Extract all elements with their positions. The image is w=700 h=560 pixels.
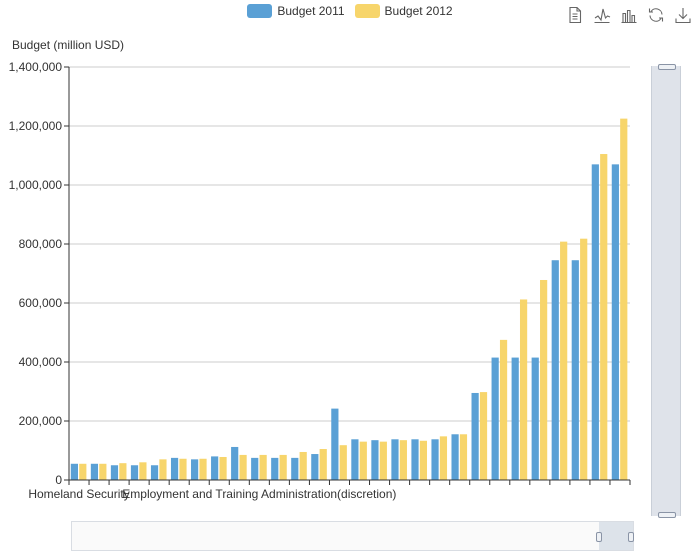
bar-2012 <box>159 459 167 480</box>
y-tick-label: 1,000,000 <box>9 178 63 192</box>
bar-2012 <box>299 451 307 480</box>
bar-2012 <box>319 449 327 480</box>
bar-2011 <box>90 463 99 480</box>
bar-2012 <box>519 299 528 480</box>
bar-2011 <box>331 408 339 480</box>
vertical-zoom-handle-top[interactable] <box>658 64 676 70</box>
bar-2012 <box>279 454 287 480</box>
y-tick-label: 1,200,000 <box>9 119 63 133</box>
bar-2012 <box>499 339 508 480</box>
x-category-label: Homeland Security <box>28 487 129 501</box>
bar-2012 <box>419 440 428 480</box>
bar-2011 <box>110 465 119 480</box>
legend-item-budget-2011[interactable]: Budget 2011 <box>247 4 345 18</box>
bar-2011 <box>431 439 439 480</box>
y-tick-label: 1,400,000 <box>9 60 63 74</box>
bar-2011 <box>391 439 399 480</box>
bar-2012 <box>620 118 628 480</box>
bar-2011 <box>351 439 359 480</box>
bar-2012 <box>119 463 127 480</box>
bar-2012 <box>339 445 347 480</box>
bar-2011 <box>491 357 499 480</box>
legend-swatch-2012 <box>354 4 380 18</box>
bar-2011 <box>411 439 419 480</box>
bar-2011 <box>191 459 199 480</box>
line-chart-icon[interactable] <box>593 6 611 24</box>
bar-2012 <box>139 462 147 480</box>
legend-item-budget-2012[interactable]: Budget 2012 <box>354 4 453 18</box>
bar-2011 <box>311 454 319 480</box>
bar-2012 <box>179 458 187 480</box>
legend: Budget 2011 Budget 2012 <box>0 4 700 18</box>
download-icon[interactable] <box>674 6 692 24</box>
zoom-preview-line <box>599 535 633 550</box>
bar-2012 <box>540 279 548 480</box>
bar-2011 <box>511 357 519 480</box>
bar-2011 <box>211 456 219 480</box>
horizontal-zoom-selection[interactable] <box>599 522 633 550</box>
bar-2012 <box>99 463 107 480</box>
bar-2011 <box>130 465 139 480</box>
bar-2012 <box>219 456 227 480</box>
bar-2012 <box>600 154 608 480</box>
bar-2012 <box>479 392 488 480</box>
horizontal-zoom-slider[interactable] <box>71 521 634 551</box>
data-view-icon[interactable] <box>566 6 584 24</box>
legend-label-2011: Budget 2011 <box>277 4 345 18</box>
bar-2012 <box>199 458 207 480</box>
bar-2012 <box>259 454 267 480</box>
bar-2011 <box>551 260 559 480</box>
vertical-zoom-slider[interactable] <box>651 64 681 518</box>
bar-2012 <box>399 440 407 480</box>
bar-2011 <box>231 446 239 480</box>
bar-2012 <box>239 454 247 480</box>
bar-2012 <box>560 241 568 480</box>
bar-2011 <box>371 440 379 480</box>
bar-2011 <box>170 457 179 480</box>
y-tick-label: 800,000 <box>19 237 63 251</box>
y-tick-label: 0 <box>55 473 62 487</box>
legend-swatch-2011 <box>247 4 273 18</box>
restore-icon[interactable] <box>647 6 665 24</box>
bar-2011 <box>271 457 279 480</box>
bar-2012 <box>359 441 367 480</box>
bar-2011 <box>571 260 579 480</box>
legend-label-2012: Budget 2012 <box>384 4 453 18</box>
y-axis-label: Budget (million USD) <box>12 38 125 52</box>
y-tick-label: 200,000 <box>19 414 63 428</box>
bar-2011 <box>611 164 619 480</box>
bar-2012 <box>379 441 387 480</box>
horizontal-zoom-handle-right[interactable] <box>628 532 634 542</box>
x-category-label: Employment and Training Administration(d… <box>122 487 396 501</box>
bar-2011 <box>70 463 78 480</box>
bar-2012 <box>79 463 87 480</box>
bar-2011 <box>451 434 459 480</box>
y-tick-label: 400,000 <box>19 355 63 369</box>
vertical-zoom-handle-bottom[interactable] <box>658 512 676 518</box>
bar-2011 <box>150 465 159 480</box>
bar-2011 <box>591 164 599 480</box>
bar-chart: 0 200,000 400,000 600,000 800,000 1,000,000 1,… <box>9 60 631 501</box>
bar-2011 <box>471 392 479 480</box>
horizontal-zoom-handle-left[interactable] <box>596 532 602 542</box>
bar-2012 <box>459 434 468 480</box>
bar-2011 <box>251 457 259 480</box>
bar-2012 <box>580 238 588 480</box>
bar-2011 <box>291 457 299 480</box>
y-tick-label: 600,000 <box>19 296 63 310</box>
toolbox <box>566 6 692 24</box>
bar-2011 <box>531 357 539 480</box>
bar-chart-icon[interactable] <box>620 6 638 24</box>
bar-2012 <box>439 436 448 480</box>
